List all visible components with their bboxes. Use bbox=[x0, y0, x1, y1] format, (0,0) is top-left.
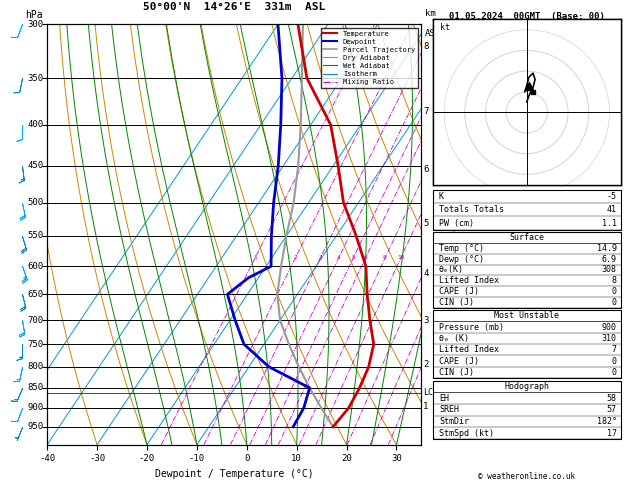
Text: 950: 950 bbox=[27, 422, 43, 431]
Bar bbox=[433, 310, 621, 378]
Text: EH: EH bbox=[439, 394, 449, 402]
Text: hPa: hPa bbox=[25, 10, 42, 20]
Bar bbox=[433, 19, 621, 185]
Text: 0: 0 bbox=[612, 357, 617, 365]
Bar bbox=[433, 232, 621, 308]
Text: θₑ (K): θₑ (K) bbox=[439, 334, 469, 343]
Text: 1: 1 bbox=[423, 402, 429, 411]
Text: 3: 3 bbox=[318, 255, 322, 260]
X-axis label: Dewpoint / Temperature (°C): Dewpoint / Temperature (°C) bbox=[155, 469, 314, 479]
Text: kt: kt bbox=[440, 23, 450, 32]
Text: θₑ(K): θₑ(K) bbox=[439, 265, 464, 275]
Text: 8: 8 bbox=[383, 255, 387, 260]
Text: 0: 0 bbox=[612, 287, 617, 296]
Text: 310: 310 bbox=[602, 334, 617, 343]
Text: K: K bbox=[439, 192, 444, 201]
Text: 300: 300 bbox=[27, 20, 43, 29]
Text: © weatheronline.co.uk: © weatheronline.co.uk bbox=[478, 472, 576, 481]
Text: 57: 57 bbox=[607, 405, 617, 414]
Text: Totals Totals: Totals Totals bbox=[439, 205, 504, 214]
Text: StmSpd (kt): StmSpd (kt) bbox=[439, 429, 494, 437]
Text: 400: 400 bbox=[27, 120, 43, 129]
Text: 41: 41 bbox=[607, 205, 617, 214]
Text: Lifted Index: Lifted Index bbox=[439, 276, 499, 285]
Text: 900: 900 bbox=[602, 323, 617, 331]
Text: 2: 2 bbox=[293, 255, 297, 260]
Text: Surface: Surface bbox=[509, 233, 544, 242]
Text: CIN (J): CIN (J) bbox=[439, 368, 474, 377]
Text: 2: 2 bbox=[423, 360, 429, 369]
Text: Hodograph: Hodograph bbox=[504, 382, 549, 391]
Text: 10: 10 bbox=[397, 255, 404, 260]
Bar bbox=[433, 381, 621, 439]
Text: 550: 550 bbox=[27, 231, 43, 241]
Text: 182°: 182° bbox=[597, 417, 617, 426]
Text: 308: 308 bbox=[602, 265, 617, 275]
Bar bbox=[433, 190, 621, 230]
Text: 850: 850 bbox=[27, 383, 43, 392]
Text: 1: 1 bbox=[253, 255, 257, 260]
Text: 800: 800 bbox=[27, 362, 43, 371]
Text: 900: 900 bbox=[27, 403, 43, 413]
Text: 17: 17 bbox=[607, 429, 617, 437]
Text: 6: 6 bbox=[364, 255, 367, 260]
Text: 1.1: 1.1 bbox=[602, 219, 617, 227]
Text: CIN (J): CIN (J) bbox=[439, 298, 474, 307]
Text: 7: 7 bbox=[423, 107, 429, 116]
Text: 5: 5 bbox=[351, 255, 355, 260]
Text: 4: 4 bbox=[423, 269, 429, 278]
Text: 350: 350 bbox=[27, 73, 43, 83]
Text: -5: -5 bbox=[607, 192, 617, 201]
Text: 0: 0 bbox=[612, 298, 617, 307]
Text: 650: 650 bbox=[27, 290, 43, 299]
Text: 6.9: 6.9 bbox=[602, 255, 617, 264]
Text: 8: 8 bbox=[423, 42, 429, 52]
Text: Most Unstable: Most Unstable bbox=[494, 311, 559, 320]
Text: 58: 58 bbox=[607, 394, 617, 402]
Text: StmDir: StmDir bbox=[439, 417, 469, 426]
Text: 8: 8 bbox=[612, 276, 617, 285]
Text: Lifted Index: Lifted Index bbox=[439, 345, 499, 354]
Text: ASL: ASL bbox=[425, 29, 442, 37]
Text: 500: 500 bbox=[27, 198, 43, 207]
Text: Dewp (°C): Dewp (°C) bbox=[439, 255, 484, 264]
Text: 700: 700 bbox=[27, 315, 43, 325]
Text: Temp (°C): Temp (°C) bbox=[439, 244, 484, 253]
Text: 750: 750 bbox=[27, 340, 43, 349]
Text: 01.05.2024  00GMT  (Base: 00): 01.05.2024 00GMT (Base: 00) bbox=[449, 12, 604, 21]
Text: 7: 7 bbox=[612, 345, 617, 354]
Text: 450: 450 bbox=[27, 161, 43, 171]
Text: CAPE (J): CAPE (J) bbox=[439, 287, 479, 296]
Text: PW (cm): PW (cm) bbox=[439, 219, 474, 227]
Text: 14.9: 14.9 bbox=[597, 244, 617, 253]
Text: Mixing Ratio (g/kg): Mixing Ratio (g/kg) bbox=[450, 229, 460, 324]
Legend: Temperature, Dewpoint, Parcel Trajectory, Dry Adiabat, Wet Adiabat, Isotherm, Mi: Temperature, Dewpoint, Parcel Trajectory… bbox=[321, 28, 418, 88]
Text: 600: 600 bbox=[27, 262, 43, 271]
Text: 3: 3 bbox=[423, 315, 429, 325]
Text: 0: 0 bbox=[612, 368, 617, 377]
Text: SREH: SREH bbox=[439, 405, 459, 414]
Text: LCL: LCL bbox=[423, 388, 438, 398]
Text: 5: 5 bbox=[423, 219, 429, 227]
Text: 6: 6 bbox=[423, 165, 429, 174]
Text: 50°00'N  14°26'E  331m  ASL: 50°00'N 14°26'E 331m ASL bbox=[143, 1, 325, 12]
Text: Pressure (mb): Pressure (mb) bbox=[439, 323, 504, 331]
Text: CAPE (J): CAPE (J) bbox=[439, 357, 479, 365]
Text: km: km bbox=[425, 9, 436, 18]
Text: 4: 4 bbox=[337, 255, 340, 260]
